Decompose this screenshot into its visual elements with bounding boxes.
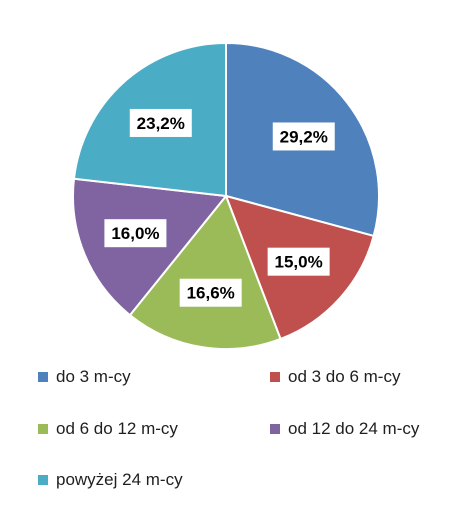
data-label-text: 16,0% bbox=[111, 224, 159, 243]
data-label-box bbox=[267, 247, 330, 276]
legend-swatch bbox=[270, 424, 280, 434]
legend-label: od 12 do 24 m-cy bbox=[288, 419, 420, 438]
data-label-box bbox=[272, 122, 335, 151]
legend-swatch bbox=[270, 372, 280, 382]
legend-item-powyzej-24: powyżej 24 m-cy bbox=[38, 470, 183, 490]
data-label-2: 16,6% bbox=[179, 278, 242, 307]
legend-item-od-3-do-6: od 3 do 6 m-cy bbox=[270, 367, 400, 387]
data-label-text: 15,0% bbox=[275, 253, 323, 272]
data-label-box bbox=[179, 278, 242, 307]
legend-swatch bbox=[38, 424, 48, 434]
data-label-text: 16,6% bbox=[187, 284, 235, 303]
legend-label: do 3 m-cy bbox=[56, 367, 131, 386]
pie-slice-2 bbox=[128, 194, 282, 350]
legend-label: od 3 do 6 m-cy bbox=[288, 367, 401, 386]
data-label-box bbox=[129, 108, 192, 137]
data-label-4: 23,2% bbox=[129, 108, 192, 137]
data-label-1: 15,0% bbox=[267, 247, 330, 276]
data-label-text: 23,2% bbox=[137, 114, 185, 133]
legend-item-od-12-do-24: od 12 do 24 m-cy bbox=[270, 419, 419, 439]
legend-swatch bbox=[38, 475, 48, 485]
data-label-text: 29,2% bbox=[280, 127, 328, 146]
data-label-3: 16,0% bbox=[104, 219, 167, 248]
legend-label: powyżej 24 m-cy bbox=[56, 470, 183, 489]
legend-label: od 6 do 12 m-cy bbox=[56, 419, 178, 438]
legend-item-do-3: do 3 m-cy bbox=[38, 367, 131, 387]
legend-swatch bbox=[38, 372, 48, 382]
data-label-0: 29,2% bbox=[272, 122, 335, 151]
data-label-box bbox=[104, 219, 167, 248]
legend-item-od-6-do-12: od 6 do 12 m-cy bbox=[38, 419, 178, 439]
pie-plot-area: 29,2% 15,0% 16,6% 16,0% 23,2% bbox=[72, 41, 380, 350]
